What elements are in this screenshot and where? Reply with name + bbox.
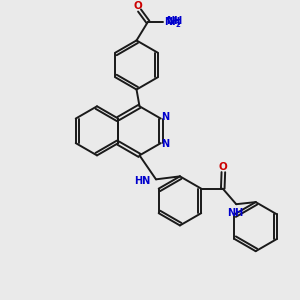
Text: N: N xyxy=(161,112,169,122)
Text: HN: HN xyxy=(134,176,151,185)
Text: NH: NH xyxy=(164,17,181,27)
Text: O: O xyxy=(219,162,228,172)
Text: N: N xyxy=(161,139,169,149)
Text: O: O xyxy=(134,1,142,11)
Text: NH: NH xyxy=(227,208,244,218)
Text: H: H xyxy=(169,17,176,26)
Text: NH: NH xyxy=(166,16,182,26)
Text: 2: 2 xyxy=(176,22,180,28)
